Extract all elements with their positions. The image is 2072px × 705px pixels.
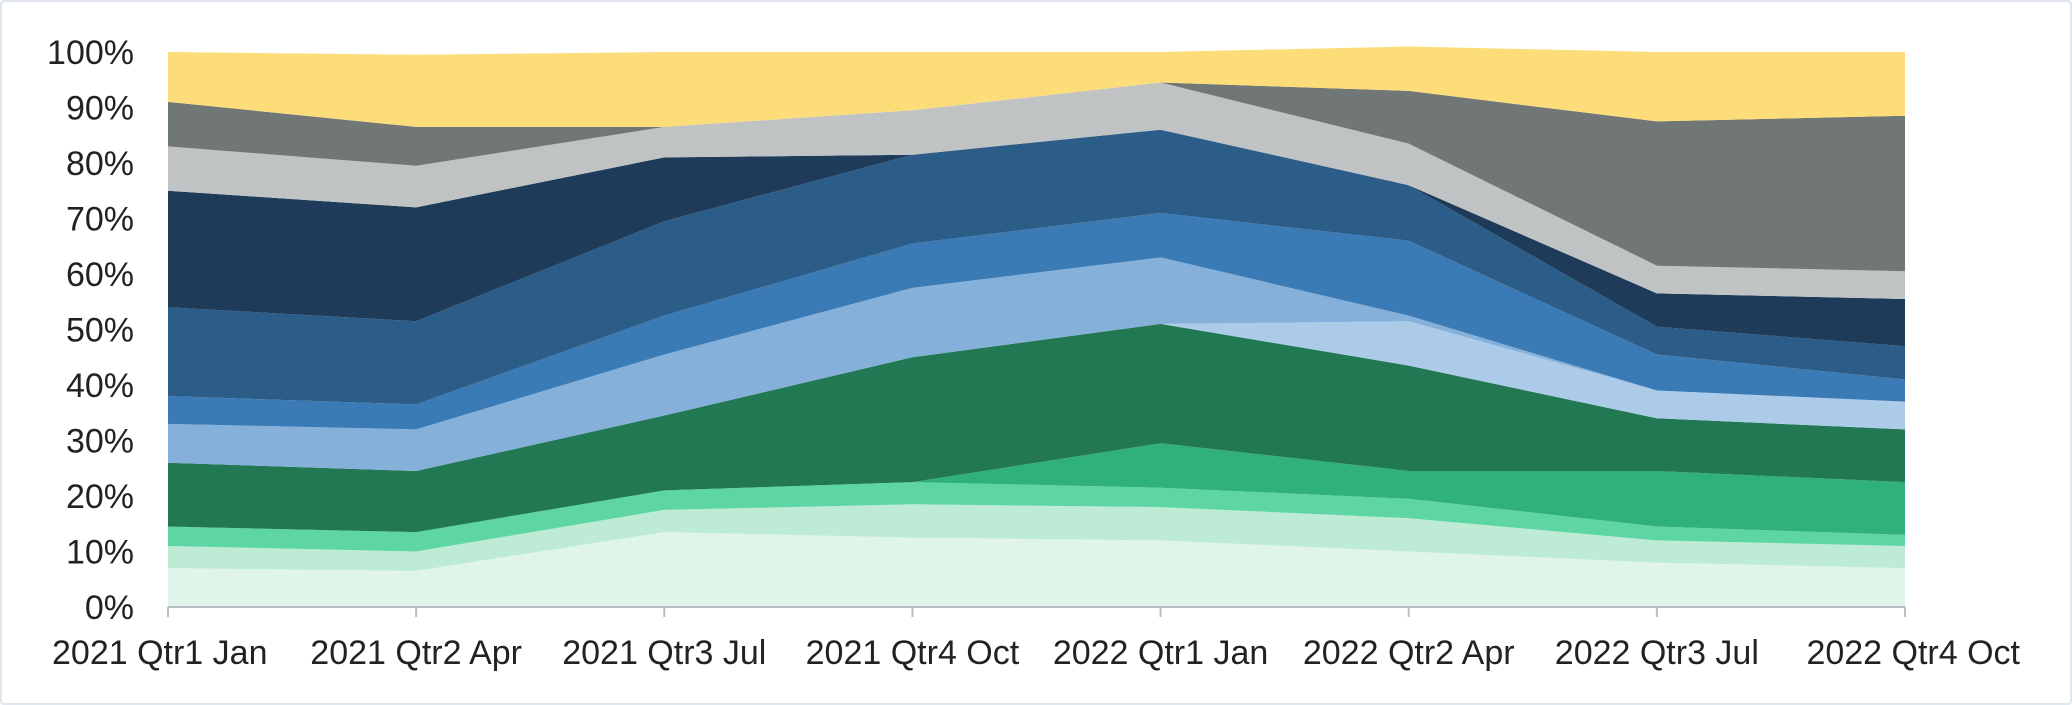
area-series-4 <box>168 443 1905 535</box>
area-series-6 <box>168 321 1905 471</box>
x-tick-label: 2022 Qtr4 Oct <box>1806 634 2020 672</box>
area-series-2 <box>168 504 1905 571</box>
y-tick-label: 60% <box>66 256 134 294</box>
x-tick-label-group: 2021 Qtr1 Jan 2021 Qtr2 Apr 2021 Qtr3 Jul 2… <box>52 634 2021 672</box>
area-series-9 <box>168 129 1905 405</box>
area-series-7 <box>168 257 1905 471</box>
y-tick-label: 10% <box>66 534 134 572</box>
x-tick-label: 2022 Qtr1 Jan <box>1053 634 1268 672</box>
y-tick-label: 90% <box>66 90 134 128</box>
area-series-8 <box>168 213 1905 430</box>
y-tick-label: 0% <box>85 589 134 627</box>
x-tick-group <box>167 607 1906 617</box>
y-tick-label: 100% <box>47 34 134 72</box>
y-tick-label: 30% <box>66 423 134 461</box>
area-series-11 <box>168 82 1905 299</box>
x-tick-label: 2022 Qtr2 Apr <box>1303 634 1515 672</box>
x-tick-label: 2021 Qtr1 Jan <box>52 634 267 672</box>
x-tick-label: 2021 Qtr2 Apr <box>310 634 522 672</box>
x-tick-label: 2022 Qtr3 Jul <box>1555 634 1759 672</box>
y-tick-label: 70% <box>66 201 134 239</box>
area-series-13 <box>168 46 1905 127</box>
area-series-3 <box>168 482 1905 552</box>
y-tick-label: 20% <box>66 478 134 516</box>
x-tick-label: 2021 Qtr4 Oct <box>806 634 1020 672</box>
area-series-1 <box>168 532 1905 607</box>
area-series-group <box>168 46 1905 607</box>
y-tick-label: 50% <box>66 312 134 350</box>
area-series-5 <box>168 323 1905 533</box>
y-tick-label: 40% <box>66 367 134 405</box>
area-series-12 <box>168 82 1905 272</box>
area-series-10 <box>168 129 1905 347</box>
y-tick-label: 80% <box>66 145 134 183</box>
x-tick-label: 2021 Qtr3 Jul <box>562 634 766 672</box>
y-tick-label-group: 0% 10% 20% 30% 40% 50% 60% 70% 80% 90% 100% <box>47 34 134 627</box>
